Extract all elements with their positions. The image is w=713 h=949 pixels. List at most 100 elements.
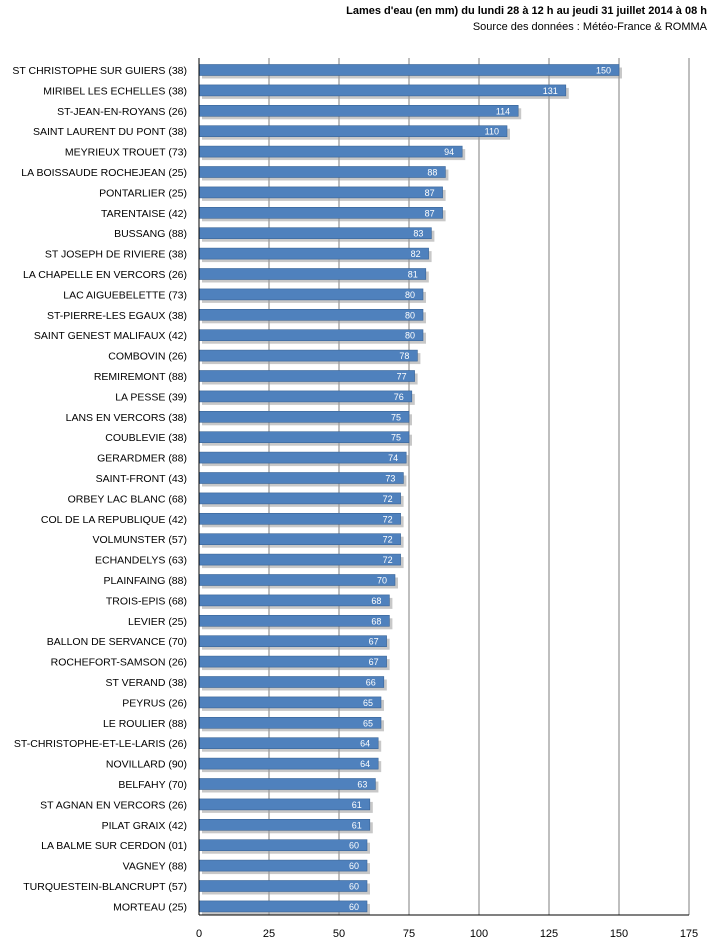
- category-label: SAINT LAURENT DU PONT (38): [33, 126, 187, 138]
- bar: [198, 676, 385, 688]
- bar: [198, 655, 387, 668]
- bar: [198, 390, 413, 403]
- bar: [198, 614, 390, 627]
- bar: [198, 798, 371, 811]
- category-label: GERARDMER (88): [97, 453, 187, 465]
- category-labels: ST CHRISTOPHE SUR GUIERS (38) MIRIBEL LES…: [12, 65, 187, 913]
- category-label: REMIREMONT (88): [94, 371, 187, 383]
- bar-value-label: 88: [427, 168, 437, 178]
- bar-value-label: 74: [388, 453, 398, 463]
- category-label: SAINT-FRONT (43): [96, 473, 187, 485]
- bar-value-label: 61: [352, 800, 362, 810]
- category-label: LA PESSE (39): [115, 391, 187, 403]
- bar: [198, 431, 410, 444]
- bar-value-label: 61: [352, 820, 362, 830]
- category-label: LE ROULIER (88): [103, 718, 187, 730]
- bar: [198, 410, 410, 423]
- bar-value-label: 64: [360, 759, 370, 769]
- category-label: VOLMUNSTER (57): [92, 534, 187, 546]
- category-label: COUBLEVIE (38): [105, 432, 187, 444]
- bar: [198, 472, 404, 484]
- bar: [198, 533, 401, 546]
- bar-value-label: 80: [405, 310, 415, 320]
- bar: [198, 84, 567, 97]
- bar-value-label: 65: [363, 718, 373, 728]
- x-tick-label: 125: [540, 928, 558, 940]
- category-label: LA BOISSAUDE ROCHEJEAN (25): [21, 167, 187, 179]
- bar-value-label: 60: [349, 841, 359, 851]
- bar: [198, 207, 443, 219]
- bar-value-label: 87: [425, 188, 435, 198]
- bar: [198, 349, 418, 362]
- bar-value-label: 80: [405, 331, 415, 341]
- bar: [198, 839, 368, 852]
- bar: [198, 859, 368, 872]
- category-label: ROCHEFORT-SAMSON (26): [51, 657, 187, 669]
- category-label: LA CHAPELLE EN VERCORS (26): [23, 269, 187, 281]
- bar: [198, 451, 407, 464]
- bar: [198, 247, 429, 260]
- category-label: ST AGNAN EN VERCORS (26): [40, 799, 187, 811]
- category-label: BALLON DE SERVANCE (70): [47, 636, 187, 648]
- bar-value-label: 63: [357, 780, 367, 790]
- x-tick-label: 100: [470, 928, 488, 940]
- bar: [198, 635, 387, 648]
- bar-value-label: 60: [349, 882, 359, 892]
- x-tick-label: 50: [333, 928, 345, 940]
- category-label: PILAT GRAIX (42): [102, 820, 187, 832]
- bar-value-label: 72: [383, 555, 393, 565]
- bar: [198, 64, 620, 76]
- category-label: ST CHRISTOPHE SUR GUIERS (38): [12, 65, 187, 77]
- chart-subtitle: Source des données : Météo-France & ROMM…: [472, 21, 707, 33]
- bar-value-label: 72: [383, 514, 393, 524]
- bar: [198, 900, 368, 913]
- category-label: BUSSANG (88): [114, 228, 187, 240]
- bar: [198, 166, 446, 178]
- bar: [198, 574, 396, 586]
- bar-value-label: 76: [394, 392, 404, 402]
- bar-value-label: 64: [360, 739, 370, 749]
- category-label: TARENTAISE (42): [101, 208, 187, 220]
- x-tick-label: 75: [403, 928, 415, 940]
- chart-title: Lames d'eau (en mm) du lundi 28 à 12 h a…: [346, 5, 707, 17]
- bar: [198, 757, 379, 770]
- bar-value-label: 94: [444, 147, 454, 157]
- bar: [198, 186, 443, 199]
- bar-value-label: 65: [363, 698, 373, 708]
- category-label: LAC AIGUEBELETTE (73): [63, 289, 187, 301]
- x-tick-label: 175: [680, 928, 698, 940]
- bar: [198, 880, 368, 892]
- bar-value-label: 75: [391, 433, 401, 443]
- category-label: VAGNEY (88): [123, 861, 187, 873]
- bar-value-label: 67: [369, 637, 379, 647]
- category-label: ST-PIERRE-LES EGAUX (38): [47, 310, 187, 322]
- category-label: LA BALME SUR CERDON (01): [41, 840, 187, 852]
- bar: [198, 145, 463, 158]
- bars: 150 131 114 110 94 88 87 87 83 82 81 80 80 80 78 77 76 75…: [198, 64, 622, 915]
- bar: [198, 716, 382, 729]
- bar: [198, 288, 424, 301]
- bar-value-label: 81: [408, 270, 418, 280]
- category-label: LANS EN VERCORS (38): [66, 412, 187, 424]
- category-label: PLAINFAING (88): [104, 575, 187, 587]
- bar-value-label: 73: [385, 474, 395, 484]
- x-tick-label: 25: [263, 928, 275, 940]
- category-label: TROIS-EPIS (68): [106, 595, 187, 607]
- bar: [198, 818, 371, 831]
- bar-value-label: 114: [496, 106, 510, 116]
- bar-value-label: 110: [485, 127, 499, 137]
- bar-value-label: 87: [425, 208, 435, 218]
- category-label: ST-JEAN-EN-ROYANS (26): [57, 106, 187, 118]
- bar-value-label: 67: [369, 657, 379, 667]
- bar: [198, 594, 390, 607]
- bar: [198, 553, 401, 566]
- bar: [198, 105, 519, 117]
- category-label: LEVIER (25): [128, 616, 187, 628]
- bar: [198, 492, 401, 505]
- bar-value-label: 60: [349, 861, 359, 871]
- bar: [198, 370, 415, 382]
- bar-value-label: 66: [366, 678, 376, 688]
- category-label: COL DE LA REPUBLIQUE (42): [41, 514, 187, 526]
- x-tick-label: 150: [610, 928, 628, 940]
